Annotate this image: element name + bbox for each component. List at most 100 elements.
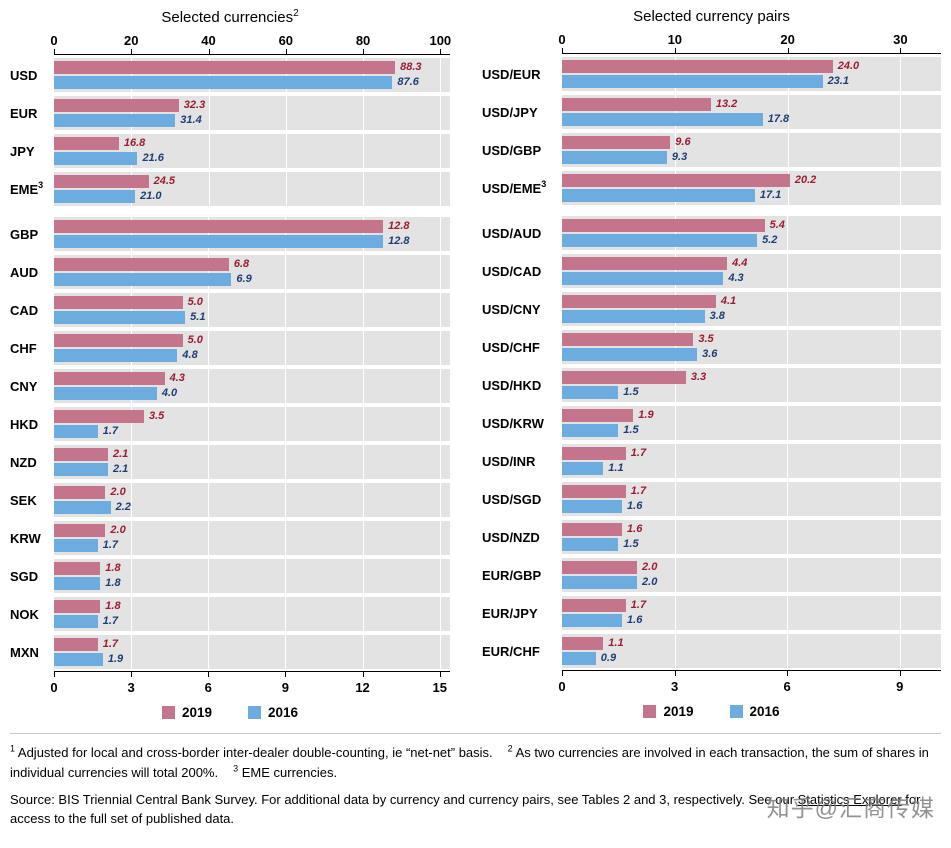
bar-2016 bbox=[54, 114, 176, 127]
bar-value-2019: 2.0 bbox=[110, 524, 126, 536]
axis-tick-label: 0 bbox=[558, 32, 566, 47]
bar-value-2016: 6.9 bbox=[236, 273, 252, 285]
gridline bbox=[131, 597, 133, 631]
bar-2016 bbox=[54, 653, 103, 666]
gridline bbox=[362, 217, 364, 251]
category-label-text: USD/AUD bbox=[482, 225, 542, 241]
row-plot: 1.1 0.9 bbox=[562, 634, 941, 668]
gridline bbox=[208, 369, 210, 403]
row-plot: 2.0 1.7 bbox=[54, 521, 450, 555]
chart-column-1: Selected currency pairs 0 10 20 30 USD/EUR 24.… bbox=[482, 8, 941, 720]
row-plot: 1.6 1.5 bbox=[562, 520, 941, 554]
category-label-text: SGD bbox=[10, 568, 39, 584]
chart-row: CAD 5.0 5.1 bbox=[10, 293, 450, 327]
watermark: 知乎@汇商传媒 bbox=[766, 795, 935, 821]
bar-2019 bbox=[54, 99, 179, 112]
chart-row: USD/CAD 4.4 4.3 bbox=[482, 254, 941, 288]
chart-row: HKD 3.5 1.7 bbox=[10, 407, 450, 441]
gridline bbox=[787, 57, 789, 91]
bar-value-2016: 3.8 bbox=[709, 310, 725, 322]
row-plot: 3.5 1.7 bbox=[54, 407, 450, 441]
gridline bbox=[674, 57, 676, 91]
chart-row: USD/AUD 5.4 5.2 bbox=[482, 216, 941, 250]
axis-tick-mark bbox=[562, 671, 563, 676]
bar-2019 bbox=[54, 600, 101, 613]
panel-rows: USD 88.3 87.6 EUR 32.3 31.4 JPY 16.8 21.6 EME 3 24.… bbox=[10, 58, 450, 206]
bar-value-2016: 23.1 bbox=[827, 75, 849, 87]
gridline bbox=[787, 444, 789, 478]
category-label: EUR/CHF bbox=[482, 634, 562, 668]
category-label: HKD bbox=[10, 407, 54, 441]
axis-tick-label: 6 bbox=[783, 679, 791, 694]
gridline bbox=[674, 368, 676, 402]
chart-row: USD/CNY 4.1 3.8 bbox=[482, 292, 941, 326]
bar-value-2019: 1.8 bbox=[105, 562, 121, 574]
bar-value-2019: 9.6 bbox=[675, 136, 691, 148]
gridline bbox=[362, 255, 364, 289]
axis-tick-mark bbox=[562, 48, 563, 53]
axis-tick-mark bbox=[285, 49, 287, 54]
gridline bbox=[285, 172, 287, 206]
category-label: CNY bbox=[10, 369, 54, 403]
row-plot: 1.9 1.5 bbox=[562, 406, 941, 440]
bar-2019 bbox=[562, 485, 626, 498]
bar-2016 bbox=[54, 615, 98, 628]
bar-value-2019: 1.6 bbox=[627, 523, 643, 535]
chart-row: MXN 1.7 1.9 bbox=[10, 635, 450, 669]
row-plot: 88.3 87.6 bbox=[54, 58, 450, 92]
chart-row: CNY 4.3 4.0 bbox=[10, 369, 450, 403]
bar-2019 bbox=[562, 371, 686, 384]
legend-swatch-2019 bbox=[161, 706, 175, 719]
bar-value-2016: 1.6 bbox=[627, 614, 643, 626]
bar-2019 bbox=[562, 561, 638, 574]
gridline bbox=[440, 96, 442, 130]
gridline bbox=[131, 96, 133, 130]
bar-value-2019: 1.7 bbox=[630, 447, 647, 459]
bar-2016 bbox=[562, 386, 619, 399]
bar-2016 bbox=[562, 75, 823, 88]
gridline bbox=[362, 597, 364, 631]
category-label: CAD bbox=[10, 293, 54, 327]
bar-2016 bbox=[54, 387, 157, 400]
gridline bbox=[208, 172, 210, 206]
category-label-text: USD/EME bbox=[482, 180, 542, 196]
panel-rows: USD/EUR 24.0 23.1 USD/JPY 13.2 17.8 USD/GBP 9.6… bbox=[482, 57, 941, 205]
statistics-explorer-link[interactable]: Statistics Explorer bbox=[797, 791, 902, 807]
axis-tick-label: 20 bbox=[124, 33, 139, 48]
bar-value-2016: 2.1 bbox=[113, 463, 129, 475]
gridline bbox=[787, 216, 789, 250]
gridline bbox=[899, 406, 901, 440]
gridline bbox=[208, 255, 210, 289]
row-plot: 1.7 1.6 bbox=[562, 596, 941, 630]
category-label: EUR/JPY bbox=[482, 596, 562, 630]
bar-2016 bbox=[54, 425, 98, 438]
gridline bbox=[899, 216, 901, 250]
gridline bbox=[787, 133, 789, 167]
chart-row: USD/EME 3 20.2 17.1 bbox=[482, 171, 941, 205]
gridline bbox=[363, 172, 365, 206]
bar-value-2019: 88.3 bbox=[400, 61, 422, 73]
bar-2019 bbox=[54, 220, 384, 233]
footnote-marker: 1 bbox=[10, 744, 16, 754]
axis-tick-label: 6 bbox=[204, 680, 212, 695]
category-label-text: USD bbox=[10, 67, 38, 83]
bar-value-2019: 13.2 bbox=[715, 98, 738, 110]
bar-2016 bbox=[562, 424, 619, 437]
category-label-text: NZD bbox=[10, 454, 37, 470]
gridline bbox=[674, 482, 676, 516]
gridline bbox=[899, 596, 901, 630]
gridline bbox=[439, 521, 441, 555]
legend-swatch-2016 bbox=[248, 706, 261, 719]
axis-tick-mark bbox=[363, 49, 365, 54]
gridline bbox=[363, 58, 365, 92]
gridline bbox=[285, 559, 287, 593]
row-plot: 6.8 6.9 bbox=[54, 255, 450, 289]
category-label: EME 3 bbox=[10, 172, 54, 206]
gridline bbox=[285, 483, 287, 517]
gridline bbox=[899, 292, 901, 326]
gridline bbox=[899, 634, 901, 668]
legend: 2019 2016 bbox=[482, 704, 941, 719]
category-label: MXN bbox=[10, 635, 54, 669]
category-label-text: USD/KRW bbox=[482, 415, 544, 431]
gridline bbox=[131, 635, 133, 669]
